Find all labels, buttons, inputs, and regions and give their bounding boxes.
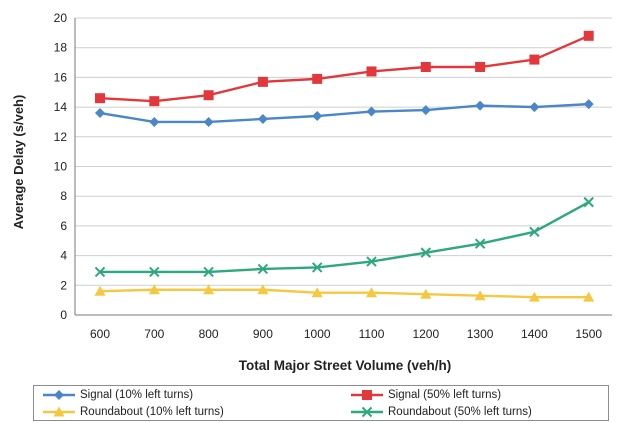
data-point: [257, 284, 269, 295]
series-2: [95, 30, 594, 107]
data-point: [257, 263, 269, 275]
data-point: [420, 288, 432, 299]
data-point: [94, 266, 106, 278]
data-point: [475, 100, 486, 111]
legend-item: Roundabout (10% left turns): [42, 404, 224, 420]
y-tick-labels: 0 2 4 6 8 10 12 14 16 18 20: [54, 11, 68, 322]
data-point: [474, 290, 486, 301]
y-tick-label: 18: [54, 41, 68, 55]
x-tick-label: 1200: [412, 327, 439, 341]
x-tick-labels: 600 700 800 900 1000 1100 1200 1300 1400 1500: [90, 327, 602, 341]
data-point: [94, 285, 106, 296]
data-point: [528, 291, 540, 302]
y-tick-label: 16: [54, 70, 68, 84]
series-1: [95, 99, 594, 127]
data-point: [583, 196, 594, 208]
data-point: [149, 266, 160, 278]
data-point: [95, 108, 105, 119]
y-tick-label: 8: [60, 189, 67, 203]
y-axis-label: Average Delay (s/veh): [11, 95, 26, 230]
data-point: [583, 99, 594, 110]
gridlines: [75, 17, 612, 286]
legend: Signal (10% left turns) Signal (50% left …: [33, 385, 609, 421]
data-point: [529, 226, 540, 238]
y-tick-label: 10: [54, 160, 68, 174]
series-line: [99, 34, 590, 103]
legend-label: Roundabout (50% left turns): [388, 406, 532, 418]
x-tick-label: 800: [199, 327, 219, 341]
legend-swatch-icon: [351, 390, 383, 400]
x-tick-label: 1000: [304, 327, 331, 341]
series-line: [99, 288, 589, 299]
y-tick-label: 20: [54, 11, 68, 25]
x-tick-label: 900: [253, 327, 273, 341]
data-point: [311, 262, 323, 273]
data-point: [366, 287, 377, 298]
y-tick-label: 0: [60, 308, 67, 322]
legend-marker: [362, 390, 372, 400]
legend-item: Signal (10% left turns): [42, 387, 193, 403]
y-tick-label: 6: [60, 219, 67, 233]
data-point: [203, 284, 215, 295]
legend-marker: [54, 390, 64, 400]
data-point: [420, 105, 431, 116]
data-point: [583, 30, 594, 41]
legend-marker: [53, 406, 65, 417]
x-tick-label: 1400: [521, 327, 548, 341]
axes: [74, 18, 612, 316]
legend-swatch-icon: [43, 390, 75, 400]
data-point: [475, 62, 486, 73]
data-point: [149, 116, 160, 127]
legend-label: Signal (10% left turns): [80, 389, 194, 401]
y-tick-label: 2: [60, 278, 67, 292]
legend-label: Signal (50% left turns): [388, 389, 502, 401]
x-tick-label: 1100: [359, 327, 385, 341]
series-3: [94, 284, 595, 302]
data-point: [257, 113, 268, 124]
data-point: [203, 266, 214, 278]
series-group: [94, 30, 595, 302]
data-point: [420, 62, 431, 73]
data-point: [148, 284, 160, 295]
legend-label: Roundabout (10% left turns): [80, 406, 224, 418]
line-chart: 0 2 4 6 8 10 12 14 16 18 20 600 700 800 900 1000 1100 12…: [11, 11, 612, 373]
y-tick-label: 12: [54, 130, 68, 144]
data-point: [420, 247, 432, 258]
y-tick-label: 4: [60, 249, 67, 263]
legend-swatch-icon: [43, 406, 75, 417]
series-4: [94, 196, 594, 278]
series-line: [99, 102, 589, 124]
legend-item: Signal (50% left turns): [350, 387, 501, 403]
data-point: [95, 93, 105, 104]
data-point: [312, 111, 323, 122]
data-point: [366, 256, 377, 267]
data-point: [149, 96, 160, 107]
data-point: [312, 73, 323, 84]
data-point: [203, 116, 214, 127]
series-line: [100, 201, 590, 274]
data-point: [529, 54, 540, 65]
legend-item: Roundabout (50% left turns): [350, 404, 532, 420]
x-tick-label: 600: [90, 327, 110, 341]
x-tick-label: 1500: [575, 327, 602, 341]
data-point: [583, 291, 595, 302]
x-tick-label: 1300: [467, 327, 494, 341]
data-point: [257, 76, 268, 87]
data-point: [203, 90, 214, 101]
legend-swatch-icon: [351, 406, 383, 418]
x-axis-label: Total Major Street Volume (veh/h): [239, 358, 452, 373]
y-tick-label: 14: [54, 100, 68, 114]
data-point: [366, 106, 377, 117]
data-point: [311, 287, 323, 298]
data-point: [474, 238, 486, 249]
x-tick-label: 700: [144, 327, 164, 341]
data-point: [366, 66, 377, 77]
legend-marker: [361, 406, 373, 418]
data-point: [529, 102, 540, 113]
